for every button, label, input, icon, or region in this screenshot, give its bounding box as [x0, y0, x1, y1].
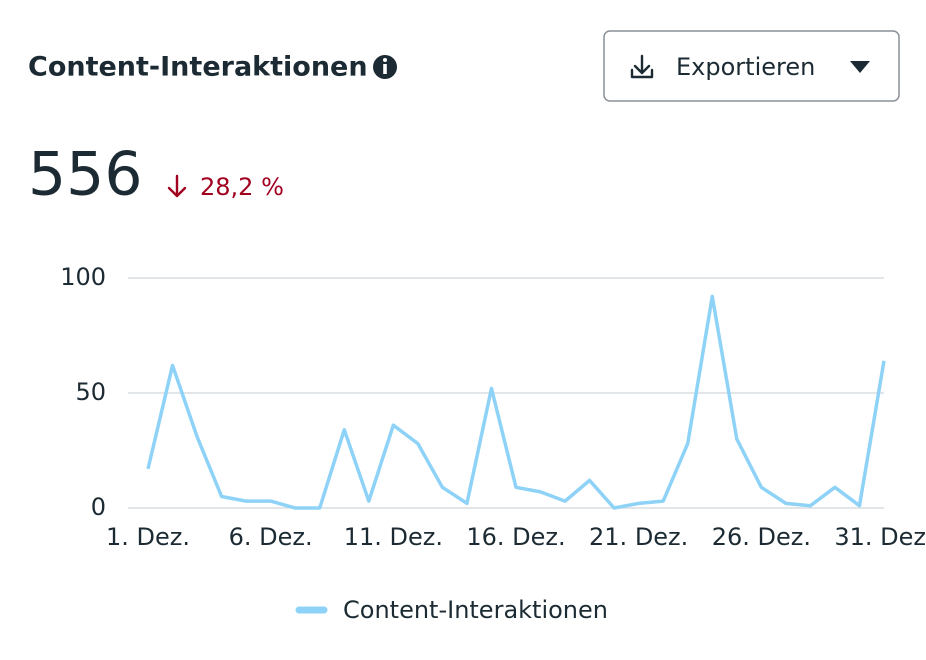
y-tick-label: 100 [60, 263, 106, 291]
x-tick-label: 16. Dez. [466, 523, 565, 551]
info-icon[interactable] [373, 55, 397, 79]
summary-change: 28,2 % [200, 173, 284, 201]
y-tick-label: 50 [75, 378, 106, 406]
x-tick-label: 11. Dez. [344, 523, 443, 551]
data-line [146, 294, 886, 510]
legend-label: Content-Interaktionen [343, 596, 608, 624]
chart: 0 50 100 1. Dez. 6. Dez. 11. Dez. 16. Dez. 21. … [60, 263, 926, 624]
card-title: Content-Interaktionen [28, 52, 368, 83]
x-tick-label: 26. Dez. [712, 523, 811, 551]
x-tick-label: 21. Dez. [589, 523, 688, 551]
y-tick-label: 0 [91, 493, 106, 521]
down-arrow [167, 174, 187, 198]
summary-value: 556 [28, 140, 143, 210]
x-tick-label: 6. Dez. [229, 523, 313, 551]
export-button[interactable]: Exportieren [603, 30, 900, 102]
x-tick-label: 31. Dez. [834, 523, 926, 551]
export-label: Exportieren [676, 53, 815, 81]
x-tick-label: 1. Dez. [106, 523, 190, 551]
